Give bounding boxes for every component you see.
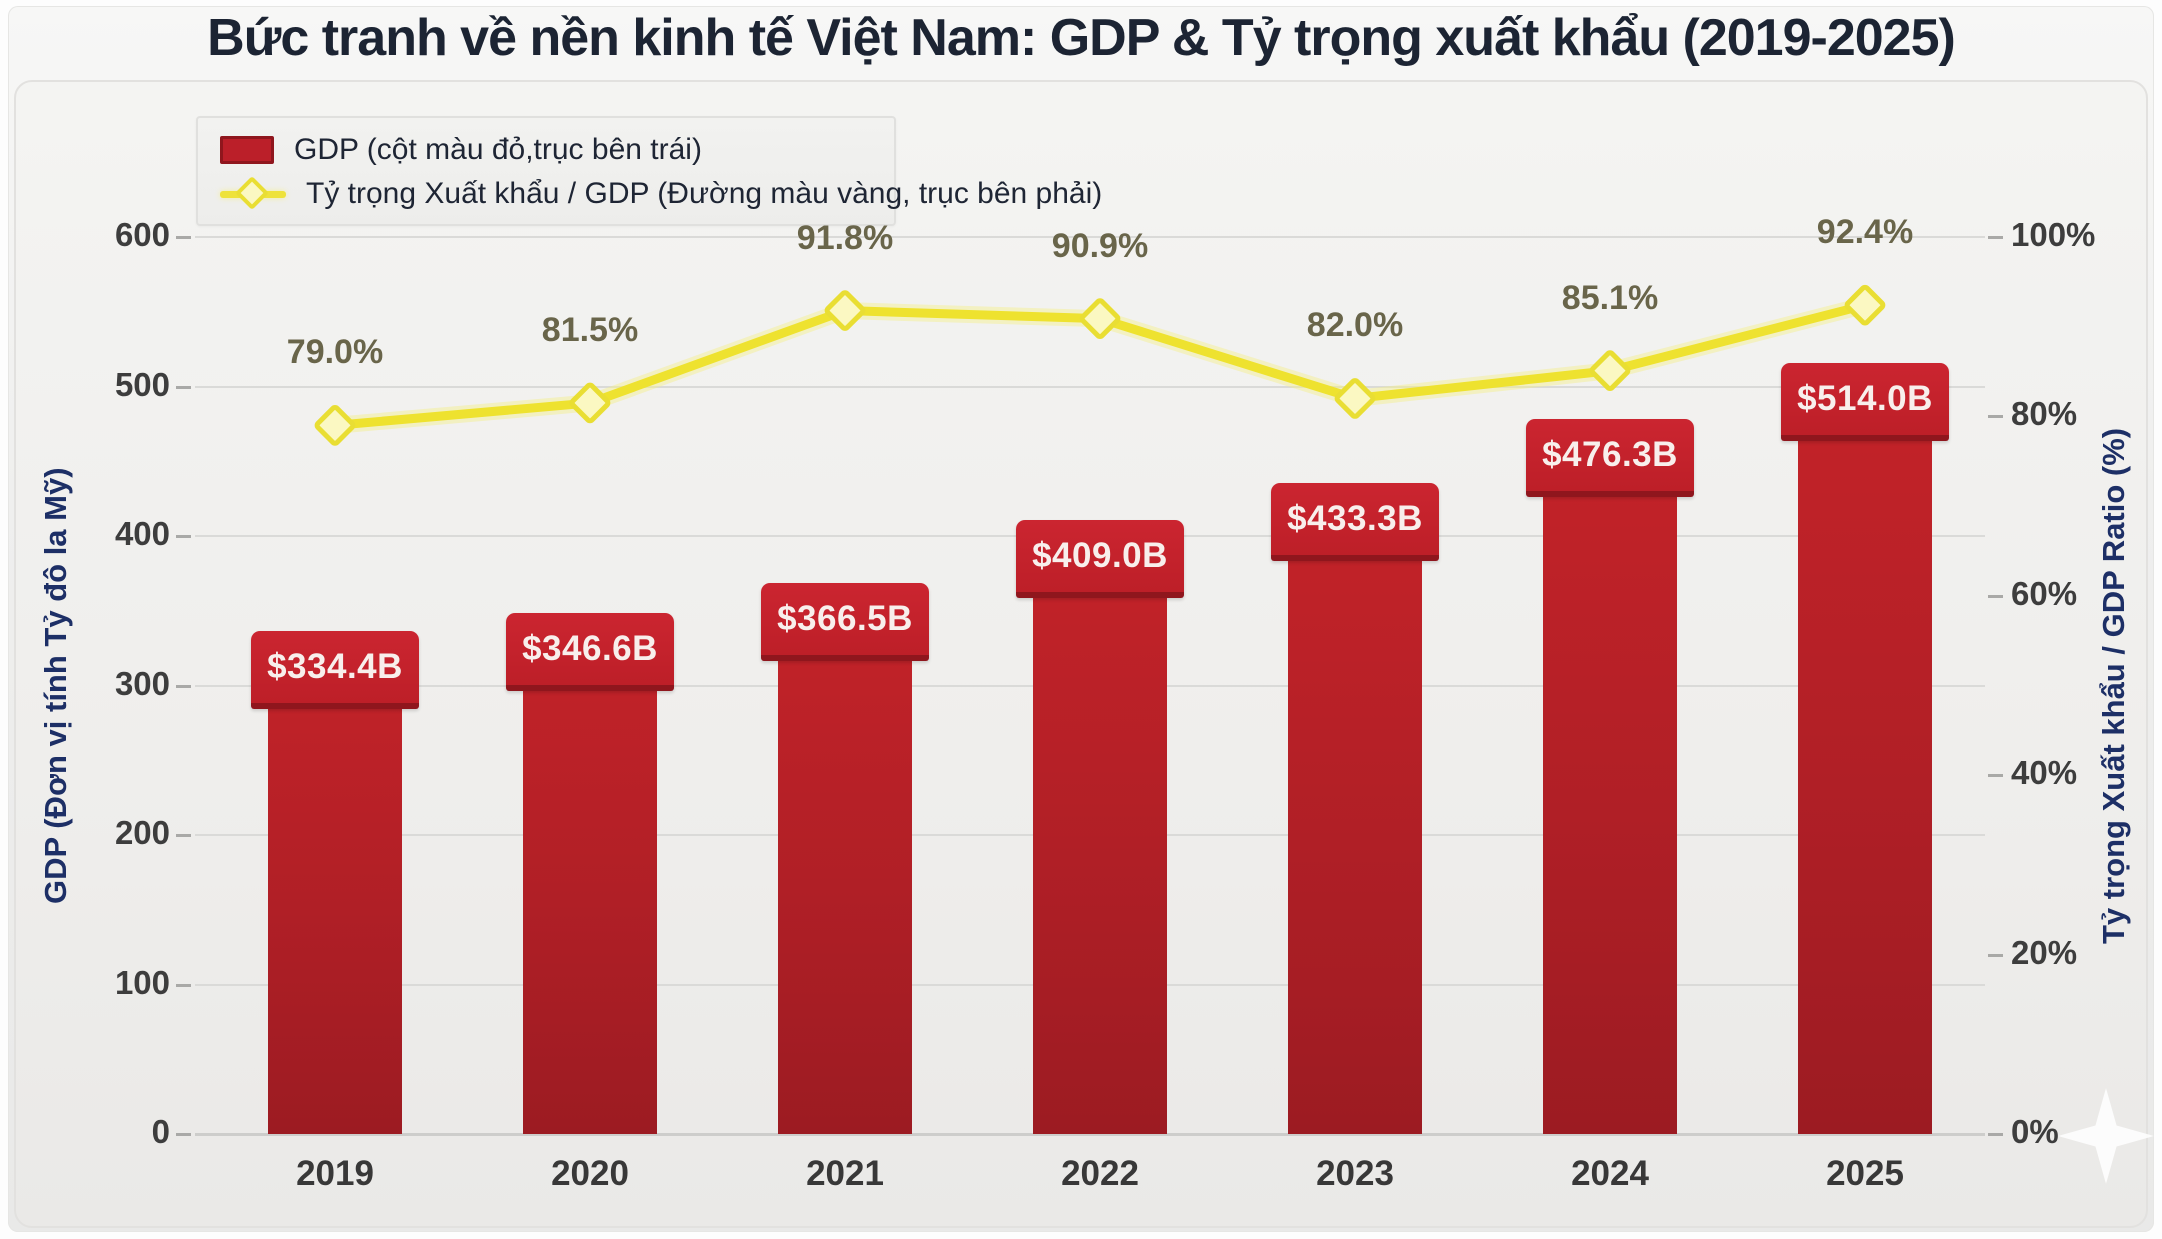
grid-line	[195, 385, 1985, 388]
right-axis-tick-label: 100%	[2011, 216, 2096, 253]
left-axis-tick-label: 200	[114, 814, 170, 851]
legend-gdp-label: GDP (cột màu đỏ,trục bên trái)	[294, 133, 702, 166]
gdp-value-label-2020: $346.6B	[522, 628, 658, 668]
ratio-value-label-2025: 92.4%	[1816, 213, 1914, 252]
ratio-point-marker-2024	[1589, 350, 1631, 392]
x-axis-label-2022: 2022	[1061, 1154, 1139, 1193]
left-axis-tick-label: 0	[151, 1113, 170, 1150]
ratio-point-marker-2022	[1079, 298, 1121, 339]
ratio-value-label-2021: 91.8%	[796, 218, 894, 257]
left-tick-mark	[176, 535, 191, 538]
gdp-bar-2025	[1798, 365, 1932, 1134]
ratio-value-label-2024: 85.1%	[1561, 278, 1659, 317]
left-tick-mark	[176, 983, 191, 987]
gdp-bar-cap-2023: $433.3B	[1271, 483, 1439, 562]
legend-item-ratio: Tỷ trọng Xuất khẩu / GDP (Đường màu vàng…	[220, 172, 1102, 216]
grid-line	[195, 1133, 1985, 1136]
gdp-bar-cap-2025: $514.0B	[1781, 362, 1949, 441]
ratio-line-swatch-icon	[220, 176, 286, 210]
right-axis-tick-label: 60%	[2011, 574, 2078, 612]
ratio-value-label-2023: 82.0%	[1306, 306, 1404, 345]
gdp-value-label-2024: $476.3B	[1542, 434, 1678, 474]
right-axis-tick-label: 80%	[2011, 395, 2078, 433]
left-axis-tick-label: 100	[114, 963, 170, 1001]
left-tick-mark	[176, 684, 191, 688]
gdp-bar-cap-2024: $476.3B	[1526, 418, 1694, 497]
ratio-point-marker-2023	[1334, 378, 1376, 419]
legend-ratio-label: Tỷ trọng Xuất khẩu / GDP (Đường màu vàng…	[306, 177, 1103, 210]
gdp-bar-swatch-icon	[220, 136, 274, 164]
gdp-bar-cap-2020: $346.6B	[506, 612, 674, 691]
right-tick-mark	[1988, 774, 2003, 778]
right-tick-mark	[1988, 415, 2003, 419]
gdp-bar-cap-2019: $334.4B	[251, 631, 419, 710]
ratio-value-label-2022: 90.9%	[1051, 226, 1149, 265]
right-axis-tick-label: 20%	[2011, 933, 2078, 971]
left-tick-mark	[176, 236, 191, 239]
ratio-point-marker-2019	[314, 405, 356, 446]
left-tick-mark	[176, 1133, 191, 1136]
gdp-value-label-2019: $334.4B	[267, 647, 403, 687]
gdp-value-label-2022: $409.0B	[1032, 535, 1168, 575]
right-tick-mark	[1988, 953, 2003, 957]
x-axis-label-2021: 2021	[806, 1154, 884, 1193]
left-axis-tick-label: 400	[114, 515, 170, 552]
legend: GDP (cột màu đỏ,trục bên trái) Tỷ trọng …	[196, 116, 1102, 226]
ratio-point-marker-2020	[569, 382, 611, 424]
ratio-line-chart	[314, 284, 1886, 446]
right-tick-mark	[1988, 1133, 2003, 1136]
ratio-point-marker-2021	[824, 290, 866, 331]
left-tick-mark	[176, 834, 191, 837]
x-axis-label-2024: 2024	[1571, 1154, 1649, 1193]
gdp-value-label-2021: $366.5B	[777, 599, 913, 639]
ratio-value-label-2020: 81.5%	[541, 310, 639, 349]
right-axis-tick-label: 0%	[2011, 1113, 2059, 1150]
gdp-bar-cap-2022: $409.0B	[1016, 519, 1184, 598]
left-axis-tick-label: 300	[114, 664, 170, 702]
gdp-bar-2020	[523, 615, 657, 1134]
left-axis-tick-label: 600	[114, 216, 170, 253]
left-axis-tick-label: 500	[114, 365, 170, 403]
legend-item-gdp: GDP (cột màu đỏ,trục bên trái)	[220, 128, 876, 172]
right-axis-tick-label: 40%	[2011, 754, 2078, 792]
gdp-bar-2023	[1288, 486, 1422, 1134]
x-axis-label-2019: 2019	[296, 1154, 374, 1193]
x-axis-label-2025: 2025	[1826, 1154, 1904, 1193]
x-axis-label-2023: 2023	[1316, 1154, 1394, 1193]
x-axis-label-2020: 2020	[551, 1154, 629, 1193]
right-tick-mark	[1988, 236, 2003, 239]
ratio-value-label-2019: 79.0%	[286, 333, 384, 372]
gdp-bar-2021	[778, 586, 912, 1134]
grid-line	[195, 236, 1985, 238]
left-tick-mark	[176, 385, 191, 389]
ratio-point-marker-2025	[1844, 284, 1886, 326]
gdp-bar-2022	[1033, 522, 1167, 1134]
page-title: Bức tranh về nền kinh tế Việt Nam: GDP &…	[207, 9, 1956, 67]
gdp-bar-cap-2021: $366.5B	[761, 583, 929, 662]
gdp-bar-2024	[1543, 421, 1677, 1134]
gdp-bar-2019	[268, 634, 402, 1134]
gdp-value-label-2023: $433.3B	[1287, 499, 1423, 539]
right-tick-mark	[1988, 594, 2003, 598]
plot-area: $334.4B $346.6B $366.5B $409.0B $433.3B $476.…	[195, 213, 1985, 1136]
gdp-value-label-2025: $514.0B	[1797, 378, 1933, 418]
